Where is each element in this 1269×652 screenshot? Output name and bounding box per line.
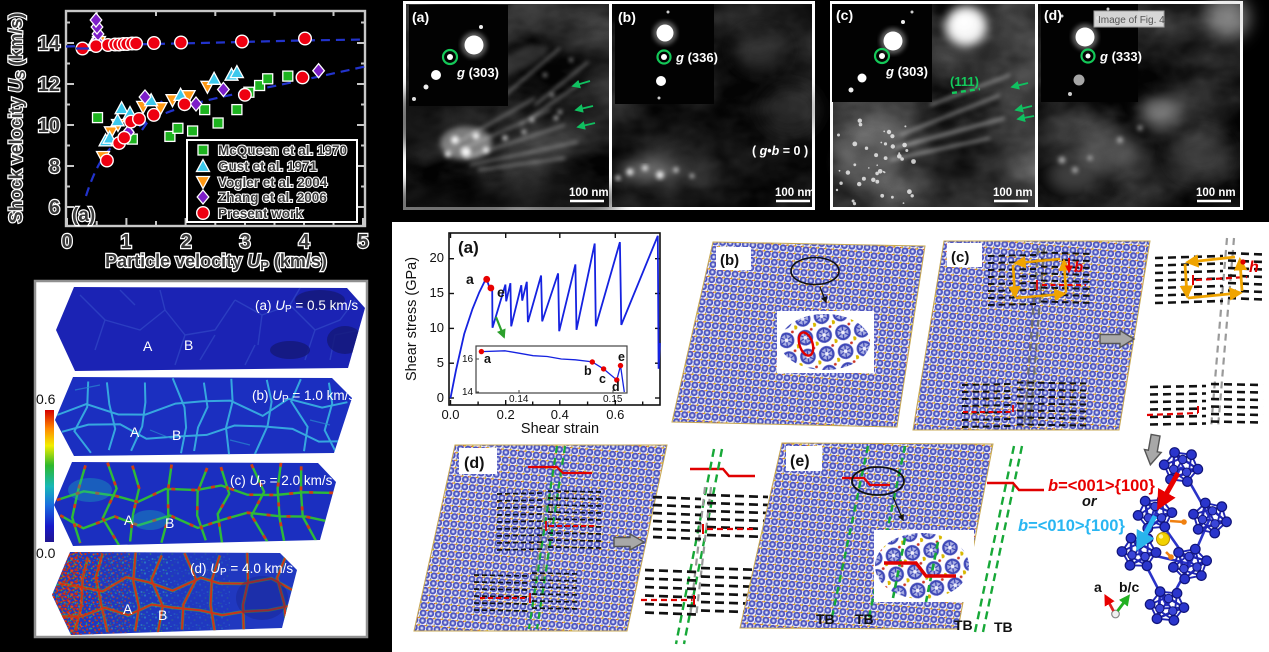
svg-text:(d) UP = 4.0 km/s: (d) UP = 4.0 km/s [190, 561, 293, 578]
svg-text:b/c: b/c [1119, 579, 1139, 595]
svg-text:(a) UP = 0.5 km/s: (a) UP = 0.5 km/s [255, 298, 358, 315]
svg-text:g (303): g (303) [456, 65, 499, 80]
svg-text:h: h [1249, 259, 1259, 276]
svg-text:(b): (b) [720, 252, 739, 269]
svg-text:(a): (a) [458, 238, 479, 257]
svg-text:g (333): g (333) [1099, 49, 1142, 64]
svg-text:(a): (a) [72, 205, 95, 226]
svg-text:A: A [124, 512, 134, 528]
svg-text:A: A [123, 601, 133, 617]
svg-text:a: a [1094, 579, 1102, 595]
svg-text:(d): (d) [464, 455, 484, 472]
svg-text:12: 12 [38, 74, 60, 96]
svg-text:TB: TB [954, 617, 973, 633]
svg-text:0.15: 0.15 [603, 394, 623, 405]
svg-text:d: d [612, 380, 620, 394]
svg-text:(c): (c) [951, 249, 969, 266]
svg-text:0.4: 0.4 [551, 407, 569, 422]
svg-text:TB: TB [994, 619, 1013, 635]
svg-text:Shear stress (GPa): Shear stress (GPa) [404, 257, 420, 381]
svg-text:1: 1 [120, 231, 131, 253]
svg-text:100 nm: 100 nm [569, 187, 609, 199]
svg-text:B: B [184, 337, 193, 353]
svg-text:B: B [165, 515, 174, 531]
svg-text:Shear strain: Shear strain [521, 421, 599, 437]
svg-text:c: c [599, 372, 606, 386]
svg-text:TB: TB [855, 611, 874, 627]
svg-text:0.6: 0.6 [36, 391, 56, 407]
svg-text:0.2: 0.2 [497, 407, 515, 422]
svg-text:b: b [1074, 259, 1083, 276]
svg-text:McQueen et al. 1970: McQueen et al. 1970 [218, 143, 347, 158]
svg-text:14: 14 [462, 387, 474, 398]
svg-text:b: b [584, 364, 592, 378]
svg-text:A: A [143, 338, 153, 354]
svg-text:(a): (a) [412, 9, 429, 25]
svg-text:(111): (111) [950, 74, 979, 89]
svg-text:16: 16 [462, 354, 474, 365]
svg-text:e: e [497, 284, 505, 300]
svg-text:B: B [158, 607, 167, 623]
svg-text:(b): (b) [618, 9, 636, 25]
svg-text:g (336): g (336) [675, 50, 718, 65]
svg-text:b=<010>{100}: b=<010>{100} [1018, 517, 1125, 535]
svg-text:g (303): g (303) [885, 64, 928, 79]
svg-text:(c): (c) [836, 7, 853, 23]
svg-text:B: B [172, 427, 181, 443]
svg-text:0: 0 [437, 390, 444, 405]
svg-text:0.6: 0.6 [606, 407, 624, 422]
svg-text:(b) UP = 1.0 km/s: (b) UP = 1.0 km/s [252, 388, 355, 405]
svg-text:5: 5 [357, 231, 368, 253]
svg-text:100 nm: 100 nm [1196, 187, 1236, 199]
svg-text:a: a [484, 352, 492, 366]
svg-text:e: e [618, 350, 625, 364]
svg-text:0.14: 0.14 [509, 394, 529, 405]
svg-text:Image of Fig. 4: Image of Fig. 4 [1098, 15, 1165, 26]
svg-text:(e): (e) [790, 453, 810, 470]
svg-text:10: 10 [38, 115, 60, 137]
svg-text:5: 5 [437, 355, 444, 370]
svg-text:(d): (d) [1044, 7, 1062, 23]
svg-text:or: or [1082, 494, 1098, 510]
svg-text:Gust et al. 1971: Gust et al. 1971 [218, 159, 318, 174]
svg-text:20: 20 [430, 250, 444, 265]
svg-text:a: a [466, 271, 474, 287]
svg-text:4: 4 [298, 231, 310, 253]
svg-text:(c) UP = 2.0 km/s: (c) UP = 2.0 km/s [230, 473, 333, 490]
svg-text:8: 8 [49, 156, 60, 178]
svg-text:100 nm: 100 nm [775, 187, 815, 199]
svg-text:2: 2 [180, 231, 191, 253]
svg-text:( g•b = 0 ): ( g•b = 0 ) [752, 144, 808, 158]
svg-text:Shock velocity US (km/s): Shock velocity US (km/s) [6, 13, 28, 224]
svg-text:Particle velocity UP (km/s): Particle velocity UP (km/s) [105, 251, 327, 273]
svg-text:TB: TB [816, 611, 835, 627]
svg-text:A: A [130, 424, 140, 440]
svg-text:b=<001>{100}: b=<001>{100} [1048, 477, 1155, 495]
svg-text:15: 15 [430, 285, 444, 300]
svg-text:3: 3 [239, 231, 250, 253]
svg-text:100 nm: 100 nm [993, 187, 1033, 199]
svg-text:0.0: 0.0 [441, 407, 459, 422]
svg-text:Zhang et al. 2006: Zhang et al. 2006 [218, 190, 327, 205]
svg-text:0.0: 0.0 [36, 545, 56, 561]
svg-text:Vogler et al. 2004: Vogler et al. 2004 [218, 175, 328, 190]
svg-text:0: 0 [61, 231, 72, 253]
svg-text:6: 6 [49, 197, 60, 219]
svg-text:Present work: Present work [218, 206, 303, 221]
svg-text:14: 14 [38, 33, 61, 55]
svg-text:10: 10 [430, 320, 444, 335]
